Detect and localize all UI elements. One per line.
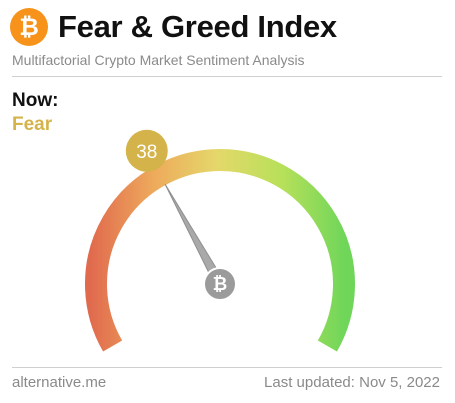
footer-divider [12,367,442,368]
now-label: Now: [12,90,59,111]
value-badge-text: 38 [136,142,157,163]
gauge-arc [85,149,355,352]
bitcoin-logo-glyph: ₿ [19,13,39,41]
bitcoin-logo-circle [10,8,48,46]
sentiment-classification: Fear [12,114,53,135]
source-link[interactable]: alternative.me [12,374,107,391]
bitcoin-hub-icon: ₿ [213,274,228,295]
value-badge [125,129,168,172]
header-divider [12,76,442,77]
gauge-hub [203,267,237,301]
page-title: Fear & Greed Index [58,9,337,44]
header: ₿ Fear & Greed Index [10,8,337,46]
last-updated: Last updated: Nov 5, 2022 [264,374,440,391]
page-subtitle: Multifactorial Crypto Market Sentiment A… [12,52,305,68]
bitcoin-icon: ₿ [10,8,48,46]
